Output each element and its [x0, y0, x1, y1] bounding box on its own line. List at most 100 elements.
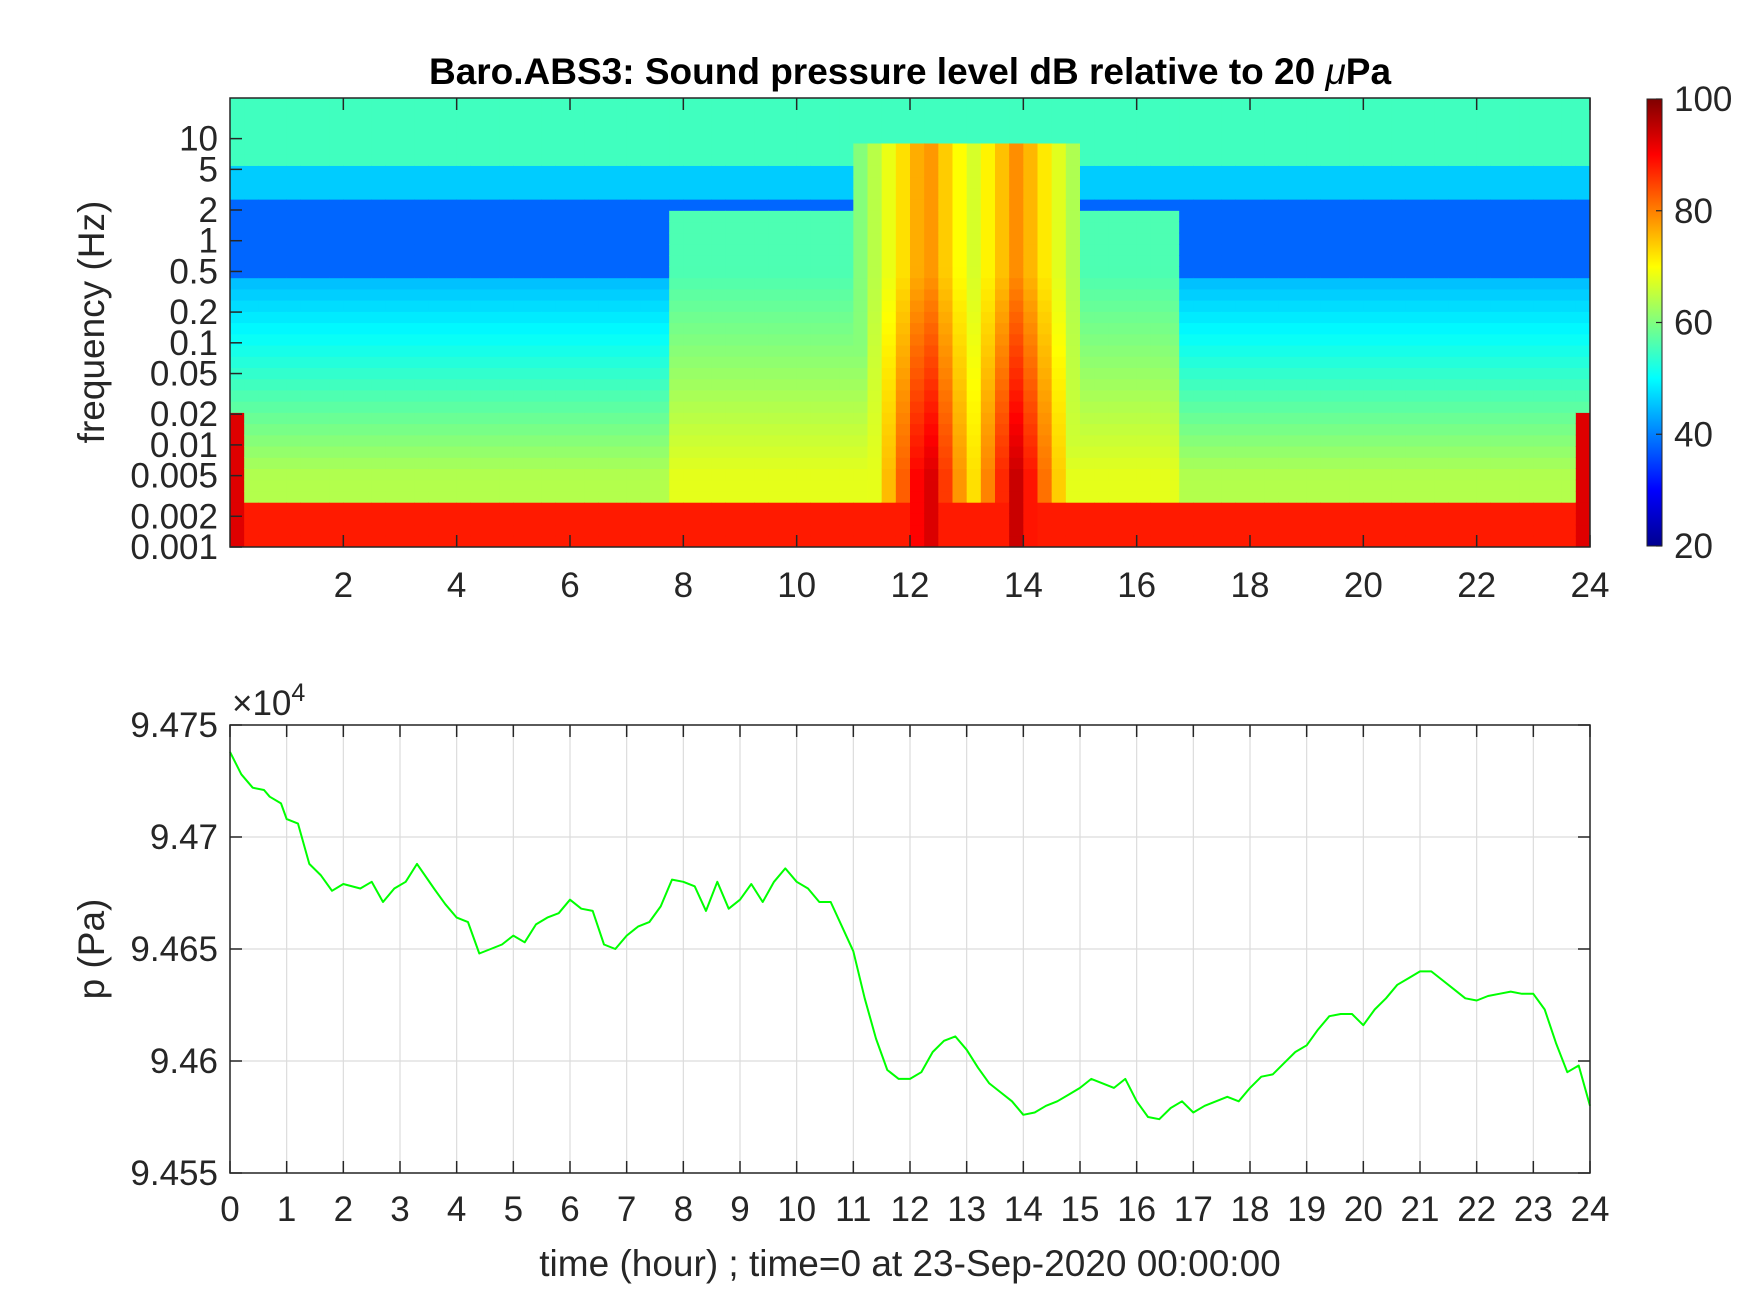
pressure-y-tick-label: 9.455	[130, 1154, 218, 1193]
spectrogram-cell	[244, 367, 259, 380]
spectrogram-cell	[442, 277, 458, 290]
spectrogram-cell	[1292, 535, 1308, 547]
spectrogram-cell	[711, 389, 727, 402]
spectrogram-cell	[740, 457, 755, 470]
spectrogram-cell	[598, 367, 614, 380]
spectrogram-cell	[1505, 513, 1520, 526]
spectrogram-cell	[1250, 176, 1265, 189]
spectrogram-cell	[655, 98, 670, 110]
spectrogram-cell	[1434, 131, 1449, 144]
spectrogram-cell	[286, 434, 302, 447]
spectrogram-cell	[1051, 98, 1067, 110]
spectrogram-cell	[966, 199, 982, 211]
spectrogram-cell	[527, 322, 543, 335]
spectrogram-cell	[1519, 434, 1534, 447]
spectrogram-cell	[796, 243, 812, 256]
spectrogram-cell	[1575, 490, 1590, 503]
spectrogram-cell	[385, 333, 401, 346]
spectrogram-cell	[1505, 109, 1520, 122]
spectrogram-cell	[230, 255, 245, 267]
spectrogram-cell	[754, 266, 769, 279]
spectrogram-cell	[995, 513, 1010, 526]
spectrogram-cell	[725, 434, 741, 447]
spectrogram-cell	[244, 154, 259, 166]
spectrogram-cell	[513, 502, 529, 514]
spectrogram-cell	[995, 535, 1010, 547]
spectrogram-cell	[300, 311, 316, 324]
spectrogram-cell	[1377, 277, 1393, 290]
pressure-x-tick-label: 0	[220, 1190, 239, 1229]
spectrogram-cell	[499, 277, 514, 290]
spectrogram-cell	[1490, 513, 1506, 526]
spectrogram-cell	[1051, 109, 1067, 122]
spectrogram-cell	[1292, 412, 1308, 425]
spectrogram-cell	[640, 423, 656, 436]
spectrogram-cell	[300, 322, 316, 335]
spectrogram-cell	[1037, 232, 1053, 245]
spectrogram-cell	[527, 468, 543, 481]
spectrogram-cell	[555, 266, 571, 279]
spectrogram-cell	[1391, 300, 1407, 312]
spectrogram-cell	[1122, 154, 1138, 166]
spectrogram-cell	[626, 154, 642, 166]
spectrogram-cell	[1150, 300, 1166, 312]
spectrogram-cell	[1278, 333, 1294, 346]
spectrogram-cell	[1278, 300, 1294, 312]
spectrogram-cell	[697, 187, 713, 200]
spectrogram-cell	[910, 356, 925, 368]
spectrogram-cell	[1009, 288, 1024, 301]
spectrogram-cell	[895, 356, 911, 368]
spectrogram-cell	[442, 344, 458, 357]
spectrogram-cell	[414, 154, 429, 166]
spectrogram-cell	[1349, 513, 1364, 526]
spectrogram-cell	[428, 423, 444, 436]
spectrogram-cell	[1207, 210, 1223, 223]
spectrogram-cell	[527, 142, 543, 155]
spectrogram-cell	[1221, 434, 1237, 447]
spectrogram-cell	[1122, 210, 1138, 223]
spectrogram-x-tick-label: 24	[1571, 566, 1610, 605]
spectrogram-cell	[1094, 311, 1109, 324]
spectrogram-cell	[952, 221, 968, 234]
spectrogram-cell	[1490, 176, 1506, 189]
spectrogram-cell	[895, 311, 911, 324]
spectrogram-cell	[570, 165, 585, 178]
spectrogram-cell	[357, 322, 373, 335]
spectrogram-cell	[1207, 513, 1223, 526]
spectrogram-cell	[470, 502, 486, 514]
spectrogram-cell	[584, 322, 599, 335]
spectrogram-cell	[810, 468, 826, 481]
spectrogram-cell	[343, 468, 359, 481]
spectrogram-cell	[1292, 199, 1308, 211]
spectrogram-cell	[895, 120, 911, 133]
spectrogram-cell	[272, 479, 288, 492]
spectrogram-cell	[796, 165, 812, 178]
spectrogram-cell	[343, 288, 359, 301]
spectrogram-cell	[541, 165, 557, 178]
spectrogram-cell	[1150, 165, 1166, 178]
pressure-y-tick-label: 9.46	[150, 1042, 218, 1081]
spectrogram-cell	[1193, 389, 1209, 402]
spectrogram-cell	[527, 490, 543, 503]
spectrogram-cell	[343, 479, 359, 492]
spectrogram-cell	[513, 333, 529, 346]
spectrogram-cell	[782, 131, 798, 144]
spectrogram-cell	[1037, 502, 1053, 514]
spectrogram-cell	[938, 535, 954, 547]
spectrogram-cell	[1051, 255, 1067, 267]
spectrogram-cell	[895, 344, 911, 357]
spectrogram-cell	[258, 367, 274, 380]
spectrogram-cell	[470, 300, 486, 312]
spectrogram-cell	[1108, 333, 1124, 346]
spectrogram-cell	[740, 378, 755, 391]
spectrogram-cell	[810, 210, 826, 223]
spectrogram-cell	[612, 378, 628, 391]
spectrogram-cell	[371, 187, 387, 200]
spectrogram-cell	[895, 154, 911, 166]
spectrogram-cell	[1150, 412, 1166, 425]
spectrogram-cell	[1179, 131, 1194, 144]
spectrogram-cell	[669, 176, 684, 189]
spectrogram-cell	[754, 513, 769, 526]
spectrogram-cell	[853, 210, 869, 223]
spectrogram-cell	[541, 479, 557, 492]
